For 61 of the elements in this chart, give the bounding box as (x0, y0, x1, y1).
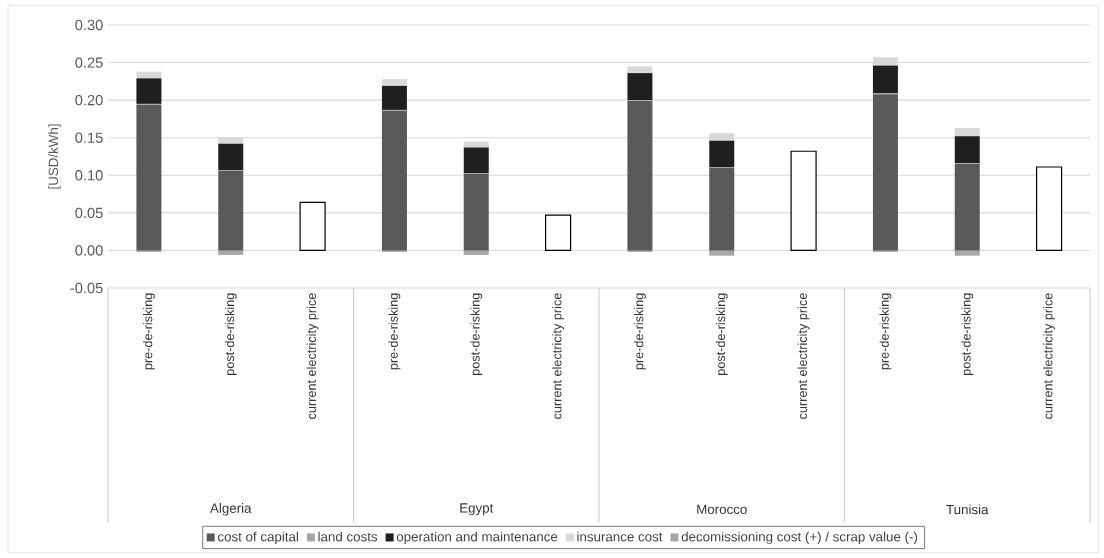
y-tick-label: 0.05 (75, 207, 103, 219)
y-tick-label: 0.15 (75, 132, 103, 143)
bar (954, 164, 980, 251)
x-tick-label: post-de-risking (224, 293, 237, 375)
x-tick-label: current electricity price (306, 293, 319, 419)
bar (627, 73, 653, 101)
bar (218, 170, 244, 251)
x-tick-label: current electricity price (552, 293, 564, 419)
bar (872, 65, 898, 94)
x-tick-label: post-de-risking (470, 293, 483, 375)
bar (627, 100, 653, 251)
bar (709, 250, 735, 256)
bar (872, 94, 898, 251)
bar (954, 127, 980, 137)
x-tick-label: pre-de-risking (388, 293, 401, 370)
x-tick-label: pre-de-risking (143, 293, 155, 370)
legend-label: decomissioning cost (+) / scrap value (-) (681, 531, 918, 545)
x-tick-label: pre-de-risking (634, 293, 646, 370)
bar (381, 85, 407, 110)
bar (136, 78, 162, 104)
bar (954, 250, 980, 256)
text: Algeria (210, 503, 252, 516)
bar (872, 57, 898, 66)
y-tick-label: 0.30 (75, 19, 103, 31)
y-tick-label: 0.25 (75, 57, 103, 68)
bar (463, 250, 489, 255)
y-tick-label: 0.10 (75, 170, 103, 181)
bar (218, 143, 244, 171)
bar (136, 104, 162, 251)
bar (381, 79, 407, 86)
bar (954, 136, 980, 164)
bar (627, 66, 653, 74)
bar (463, 141, 489, 148)
y-tick-label: 0.20 (75, 94, 103, 106)
bar (463, 147, 489, 174)
bar (299, 201, 326, 252)
y-tick-label: 0.00 (75, 245, 103, 256)
y-tick-label: -0.05 (70, 282, 103, 294)
legend-label: operation and maintenance (396, 531, 558, 545)
bar (709, 133, 735, 141)
bar (709, 167, 735, 251)
x-tick-label: post-de-risking (961, 293, 974, 375)
x-tick-label: current electricity price (1043, 293, 1055, 419)
text: Egypt (460, 503, 494, 516)
bar (218, 250, 244, 255)
x-tick-label: current electricity price (797, 293, 810, 419)
bar (709, 140, 735, 168)
x-tick-label: post-de-risking (715, 293, 728, 375)
bar (218, 136, 244, 144)
y-axis-title: [USD/kWh] (48, 124, 61, 189)
legend-label: insurance cost (577, 531, 663, 542)
bar (544, 214, 572, 252)
bar (463, 173, 489, 251)
bar (790, 150, 817, 252)
legend-label: cost of capital (217, 531, 298, 545)
legend-label: land costs (318, 531, 378, 542)
x-tick-label: pre-de-risking (879, 293, 892, 370)
bar (381, 110, 407, 251)
text: Tunisia (946, 504, 989, 515)
bar (1035, 166, 1063, 252)
text: Morocco (697, 504, 747, 514)
